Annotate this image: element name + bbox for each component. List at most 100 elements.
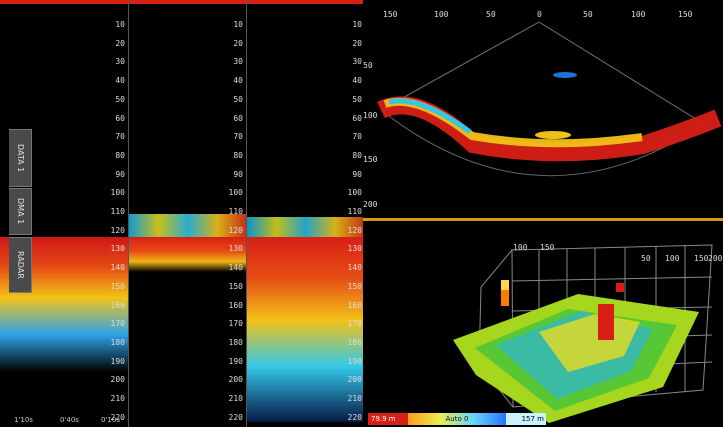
depth-label: 50 [352, 94, 362, 104]
depth-label: 170 [228, 319, 243, 329]
depth-label: 220 [228, 412, 243, 422]
status-right-value: 157 m [506, 413, 546, 425]
three-d-axis-2: 150 [540, 243, 555, 252]
fan-top-label-6: 100 [631, 10, 646, 19]
status-left-text: 79.9 m [371, 415, 396, 423]
tab-dma-1[interactable]: DMA 1 [9, 188, 32, 235]
depth-label: 90 [352, 169, 362, 179]
depth-label: 220 [347, 412, 362, 422]
depth-label: 30 [352, 57, 362, 67]
depth-label: 70 [115, 132, 125, 142]
depth-label: 210 [110, 394, 125, 403]
depth-label: 150 [110, 281, 125, 291]
fan-side-label-4: 200 [363, 200, 378, 209]
depth-label: 180 [347, 337, 362, 347]
depth-label: 120 [110, 225, 125, 235]
depth-label: 20 [352, 38, 362, 48]
depth-label: 180 [110, 337, 125, 347]
depth-label: 200 [347, 375, 362, 385]
status-auto-label: Auto [445, 415, 462, 423]
depth-label: 10 [352, 20, 362, 29]
depth-label: 60 [115, 113, 125, 123]
depth-label: 150 [347, 281, 362, 291]
depth-label: 20 [233, 38, 243, 48]
depth-label: 80 [233, 150, 243, 160]
depth-label: 170 [347, 319, 362, 329]
depth-label: 190 [347, 356, 362, 366]
depth-label: 220 [110, 412, 125, 422]
depth-label: 80 [115, 150, 125, 160]
time-label-2: 0'40s [60, 416, 79, 424]
depth-label: 160 [110, 300, 125, 310]
depth-label: 20 [115, 38, 125, 48]
depth-label: 40 [115, 76, 125, 86]
fan-top-label-4: 0 [537, 10, 542, 19]
fan-top-label-5: 50 [583, 10, 593, 19]
three-d-axis-1: 100 [513, 243, 528, 252]
depth-label: 190 [110, 356, 125, 366]
depth-label: 100 [110, 188, 125, 198]
depth-label: 70 [352, 132, 362, 142]
depth-label: 140 [347, 263, 362, 273]
depth-label: 160 [347, 300, 362, 310]
sonar-column-2 [128, 0, 247, 427]
depth-label: 140 [110, 263, 125, 273]
depth-label: 170 [110, 319, 125, 329]
fan-top-label-7: 150 [678, 10, 693, 19]
fan-side-label-2: 100 [363, 111, 378, 120]
depth-label: 130 [347, 244, 362, 254]
depth-label: 40 [352, 76, 362, 86]
three-d-panel: 100 150 50 100 150 200 79.9 m Auto 0 157… [363, 221, 723, 427]
fan-side-label-1: 50 [363, 61, 373, 70]
depth-label: 130 [110, 244, 125, 254]
depth-label: 80 [352, 150, 362, 160]
depth-label: 210 [347, 394, 362, 403]
depth-scale-column-3: 10 20 30 40 50 60 70 80 90 100 110 120 130 140 150 160 1… [336, 6, 364, 426]
depth-label: 10 [115, 20, 125, 29]
fan-display [377, 21, 722, 177]
depth-label: 150 [228, 281, 243, 291]
depth-label: 50 [233, 94, 243, 104]
depth-label: 100 [228, 188, 243, 198]
depth-label: 160 [228, 300, 243, 310]
depth-label: 30 [233, 57, 243, 67]
fan-top-label-3: 50 [486, 10, 496, 19]
three-d-axis-5: 150 [694, 254, 709, 263]
depth-label: 210 [228, 394, 243, 403]
depth-label: 90 [233, 169, 243, 179]
depth-label: 120 [228, 225, 243, 235]
depth-label: 50 [115, 94, 125, 104]
depth-label: 110 [347, 207, 362, 216]
depth-label: 60 [352, 113, 362, 123]
tab-radar[interactable]: RADAR [9, 237, 32, 293]
depth-label: 110 [110, 207, 125, 216]
tab-data-1[interactable]: DATA 1 [9, 129, 32, 187]
depth-label: 200 [228, 375, 243, 385]
tab-radar-label: RADAR [16, 251, 25, 279]
depth-label: 140 [228, 263, 243, 273]
depth-label: 10 [233, 20, 243, 29]
depth-label: 40 [233, 76, 243, 86]
sonar-fan-panel: 150 100 50 0 50 100 150 50 100 150 200 [363, 0, 723, 220]
panel-divider [363, 218, 723, 221]
tab-dma-1-label: DMA 1 [16, 198, 25, 225]
depth-scale-column-1: 10 20 30 40 50 60 70 80 90 100 110 120 130 140 150 160 1… [99, 6, 127, 426]
status-auto-value: 0 [464, 415, 469, 423]
fan-top-label-2: 100 [434, 10, 449, 19]
depth-label: 180 [228, 337, 243, 347]
depth-label: 30 [115, 57, 125, 67]
status-center[interactable]: Auto 0 [408, 413, 506, 425]
status-right-text: 157 m [521, 415, 544, 423]
status-left-value: 79.9 m [368, 413, 411, 425]
sonar-column-3 [246, 0, 364, 427]
three-d-display [453, 244, 713, 423]
depth-label: 200 [110, 375, 125, 385]
fan-top-label-1: 150 [383, 10, 398, 19]
depth-label: 60 [233, 113, 243, 123]
fan-side-label-3: 150 [363, 155, 378, 164]
depth-scale-column-2: 10 20 30 40 50 60 70 80 90 100 110 120 130 140 150 160 1… [217, 6, 245, 426]
time-label-3: 0'10s [101, 416, 120, 424]
depth-label: 190 [228, 356, 243, 366]
tab-data-1-label: DATA 1 [16, 143, 25, 173]
time-label-1: 1'10s [14, 416, 33, 424]
